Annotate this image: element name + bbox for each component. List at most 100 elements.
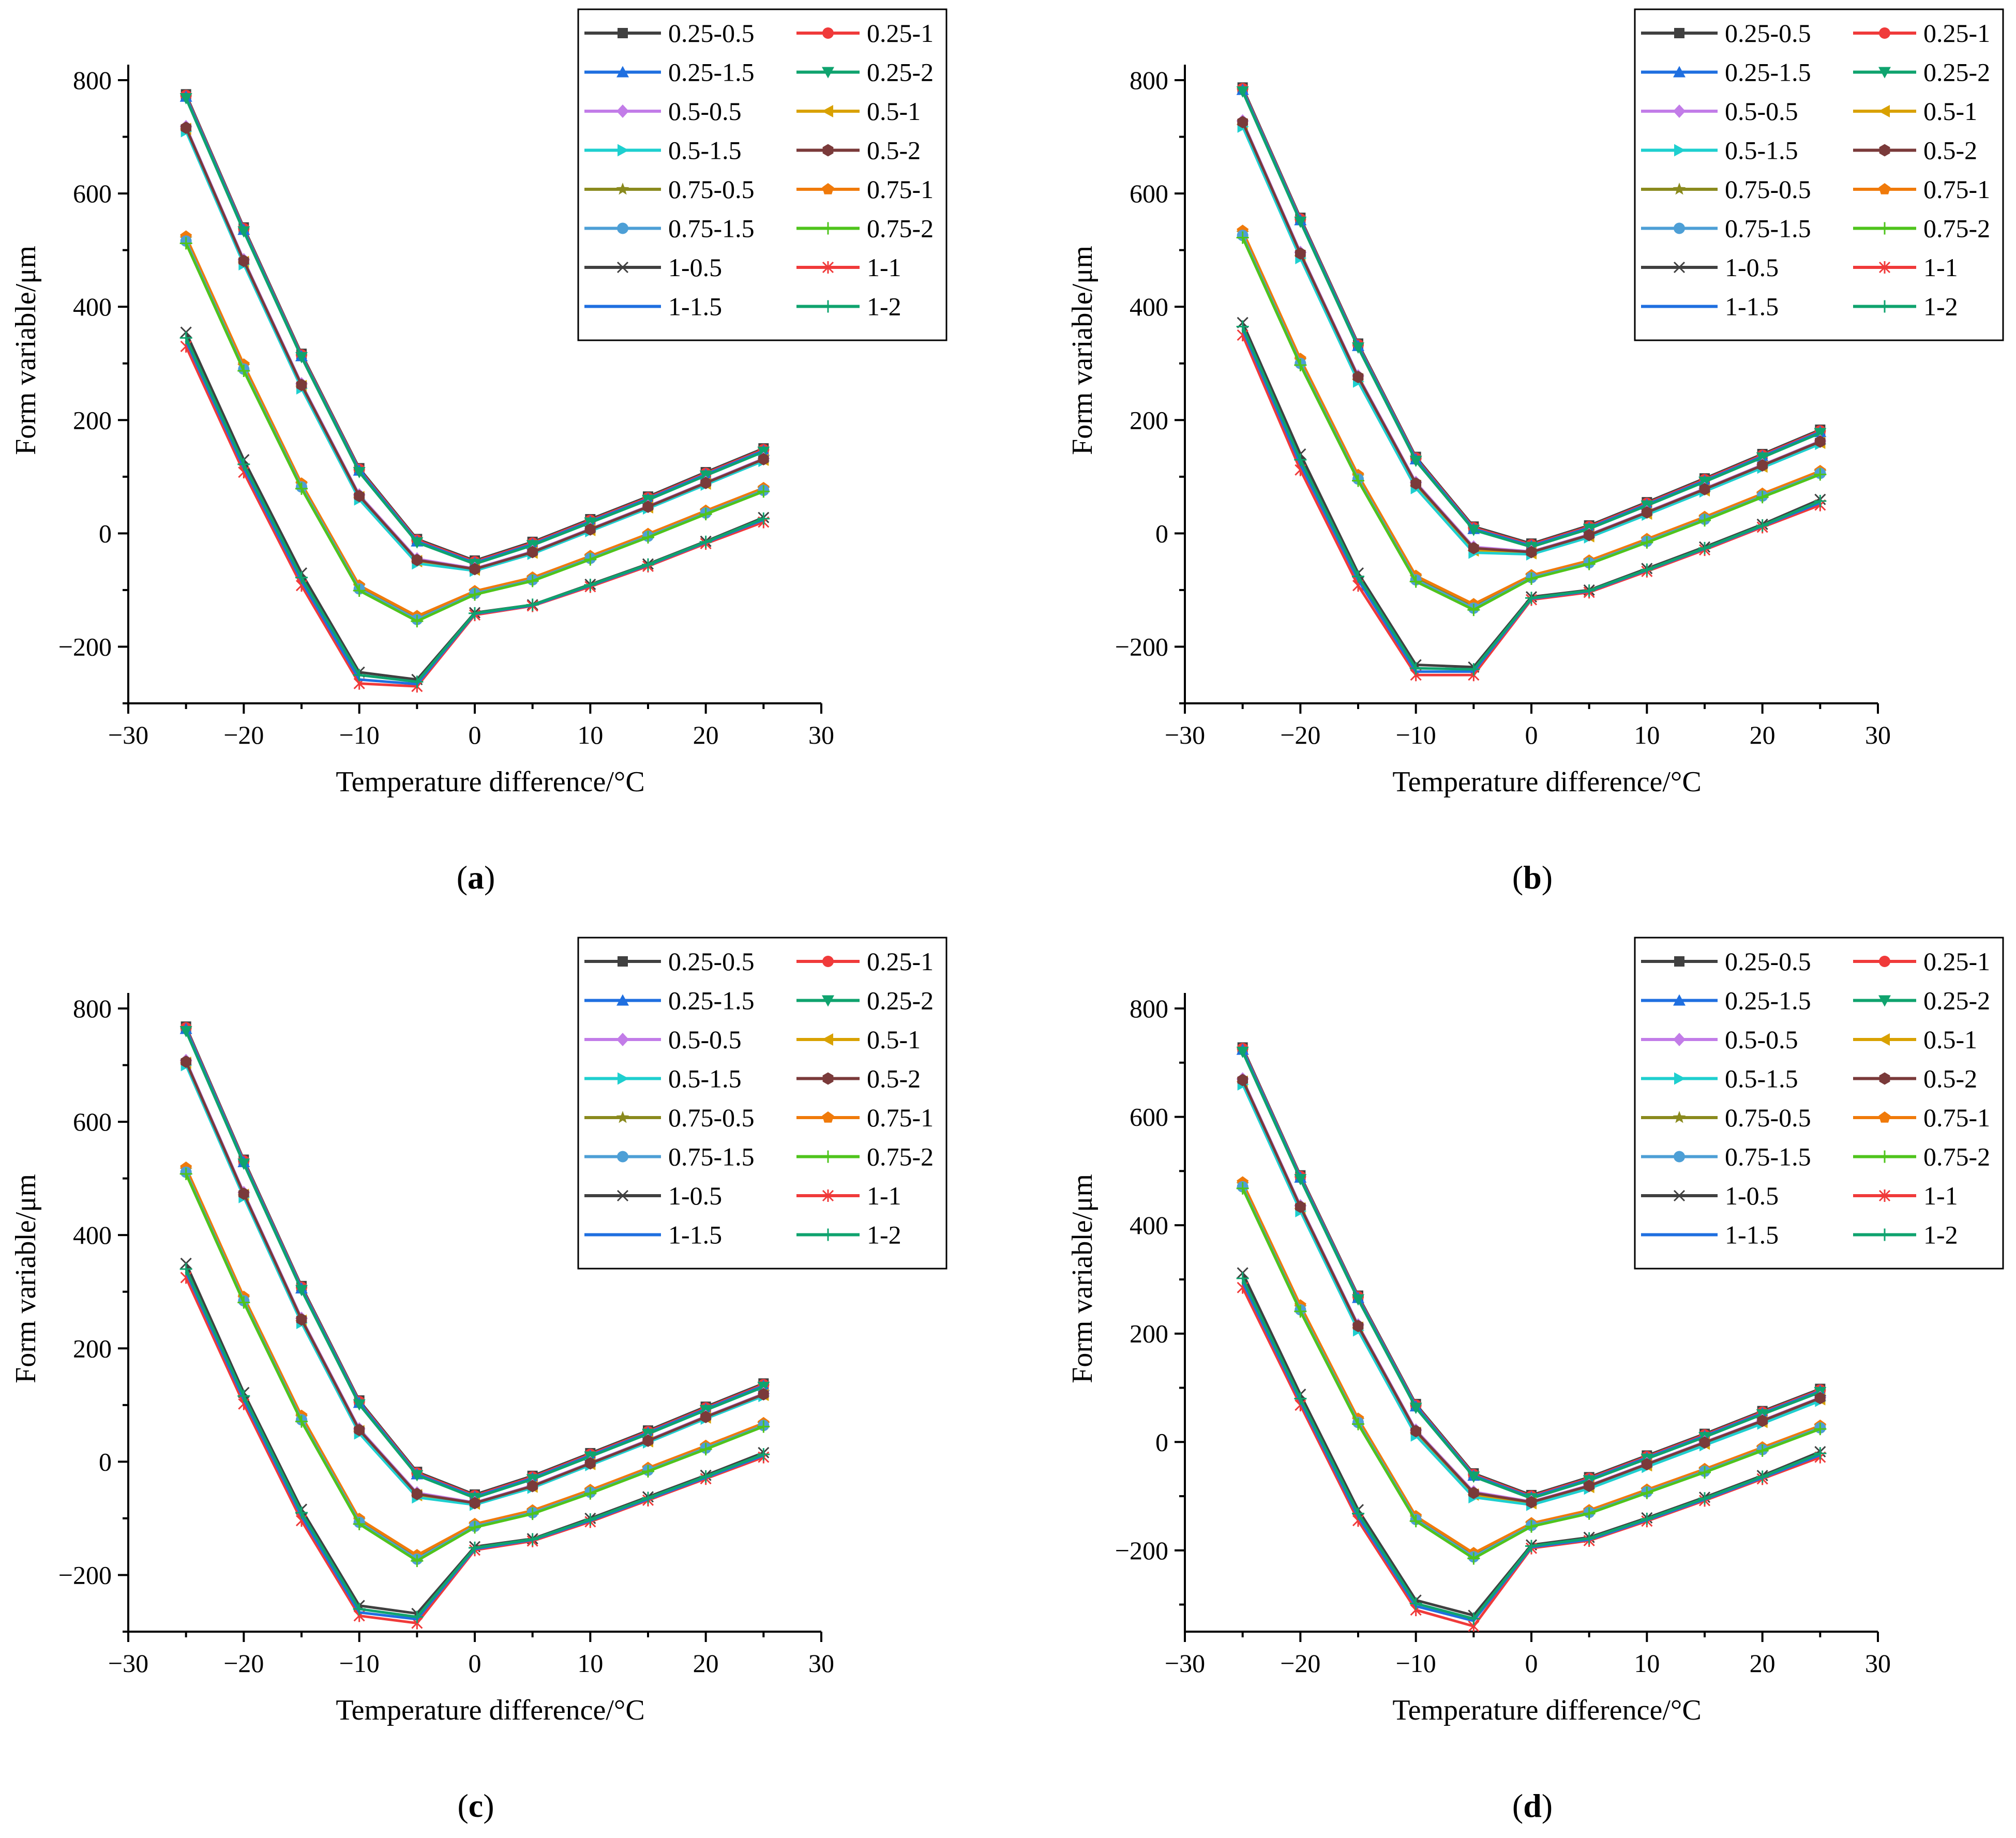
data-point-marker [179,237,192,250]
panel-label-letter: a [468,859,484,896]
data-point-marker [1699,1436,1710,1449]
data-point-marker [1674,1072,1686,1085]
data-point-marker [1673,1033,1686,1046]
data-point-marker [618,1072,629,1085]
legend-marker-group [822,995,834,1007]
panel-label: (d) [1512,1787,1553,1824]
data-point-marker [1756,491,1769,504]
data-point-marker [179,332,192,344]
data-point-marker [354,1424,365,1437]
legend-entry-label: 0.5-1.5 [668,136,742,165]
series-line-1-2 [185,1268,764,1619]
data-point-marker [526,575,539,587]
legend-marker-group [822,1189,834,1202]
legend-marker-group [1674,956,1684,967]
data-point-marker [526,1508,539,1520]
legend-marker-group [616,1189,629,1202]
series-line-1-0.5 [185,1262,764,1615]
legend-entry-label: 0.5-0.5 [668,97,742,126]
legend-entry-label: 0.75-1.5 [1725,1142,1811,1171]
data-point-marker [1352,371,1364,384]
x-tick-label: −10 [1396,1649,1436,1678]
data-point-marker [1878,67,1891,79]
y-tick-label: 800 [73,994,112,1023]
x-tick-label: −20 [223,720,264,749]
data-point-marker [1525,1520,1538,1533]
y-tick-label: 200 [73,405,112,434]
y-axis-title: Form variable/μm [1066,1174,1099,1383]
y-tick-label: 400 [73,1221,112,1249]
data-point-marker [757,1448,770,1461]
data-point-marker [1698,1492,1711,1505]
legend-marker-group [1879,144,1890,157]
chart-panel-1: −30 −20 −10 0 10 20 30 −200 0 200 400 600 800 Tempera… [1066,8,2004,896]
y-tick-label: 200 [73,1334,112,1363]
x-axis-title: Temperature difference/°C [336,1694,644,1726]
data-point-marker [411,1555,424,1568]
data-point-marker [1641,1513,1653,1526]
legend-marker-group [822,1228,834,1241]
data-point-marker [1757,1414,1768,1427]
data-point-marker [616,183,629,195]
data-point-marker [411,1610,424,1623]
data-point-marker [1879,1072,1890,1085]
y-tick-label: 400 [1130,1211,1168,1240]
data-point-marker [469,563,480,576]
data-point-marker [1237,116,1248,129]
legend-entry-label: 0.5-2 [1923,136,1977,165]
panel-label-open: ( [457,1787,468,1824]
data-point-marker [1352,1507,1364,1520]
data-point-marker [1878,1111,1891,1123]
data-point-marker [1878,995,1891,1007]
data-point-marker [618,28,628,38]
data-point-marker [1236,86,1249,98]
data-point-marker [1674,222,1685,234]
data-point-marker [296,1313,307,1326]
series-group [1236,1042,1827,1632]
x-tick-label: −10 [1396,720,1436,749]
legend-entry-label: 0.75-0.5 [668,175,755,204]
data-point-marker [616,1189,629,1202]
data-point-marker [1878,222,1891,235]
data-point-marker [1584,1480,1595,1493]
data-point-marker [616,1111,629,1123]
y-tick-label: 800 [1130,66,1168,95]
legend-entry-label: 0.25-1.5 [668,58,755,87]
data-point-marker [822,144,834,157]
legend-entry-label: 0.25-1.5 [1725,986,1811,1015]
data-point-marker [1878,1033,1890,1046]
legend-marker-group [1674,28,1684,38]
data-point-marker [296,379,307,391]
panel-label-close: ) [1542,859,1553,896]
data-point-marker [758,453,769,465]
legend-entry-label: 1-0.5 [1725,253,1779,282]
data-point-marker [238,254,249,267]
data-point-marker [584,523,596,536]
legend-marker-group [1878,261,1891,274]
data-point-marker [822,105,833,117]
legend-entry-label: 0.75-2 [867,1142,934,1171]
data-point-marker [411,1487,423,1500]
data-point-marker [469,1497,480,1510]
data-point-marker [1583,584,1596,597]
legend-entry-label: 0.5-1 [867,97,921,126]
data-point-marker [1410,1425,1422,1438]
data-point-marker [353,1603,366,1616]
data-point-marker [822,1033,833,1046]
x-axis-title: Temperature difference/°C [1392,1694,1701,1726]
legend-marker-group [1674,144,1686,157]
data-point-marker [1352,342,1364,354]
data-point-marker [295,1285,308,1297]
legend-entry-label: 1-1 [867,253,901,282]
x-tick-label: 30 [1865,1649,1891,1678]
legend-entry-label: 0.25-1 [867,19,934,48]
data-point-marker [353,1399,366,1411]
legend-marker-group [822,183,834,194]
data-point-marker [353,1517,366,1530]
data-point-marker [1673,1189,1686,1202]
data-point-marker [295,1506,308,1519]
data-point-marker [822,956,834,967]
x-tick-label: −20 [1280,1649,1320,1678]
legend-entry-label: 0.25-0.5 [1725,947,1811,976]
data-point-marker [1878,1228,1891,1241]
